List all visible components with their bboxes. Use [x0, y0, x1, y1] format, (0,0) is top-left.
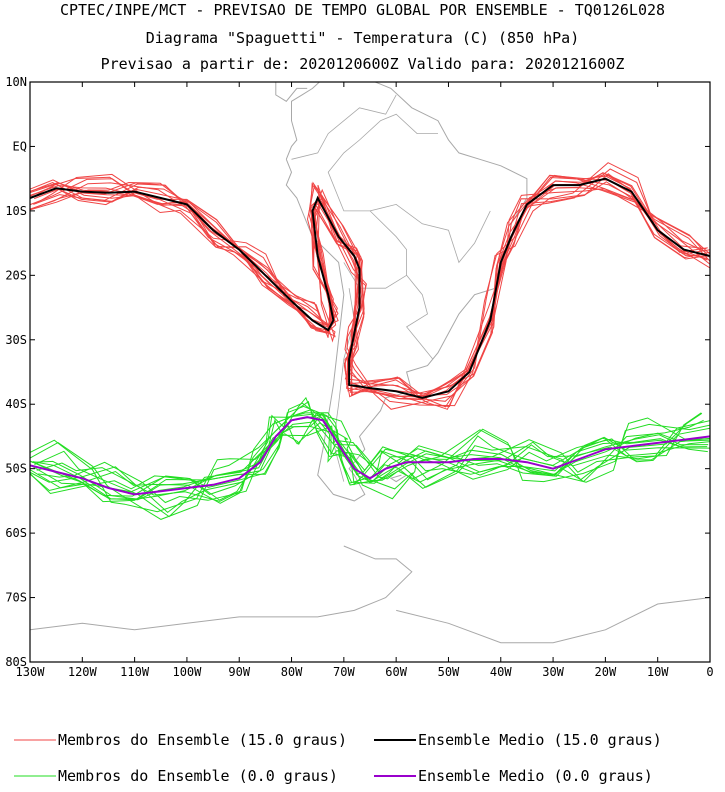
y-tick-label: 80S: [5, 655, 27, 669]
ensemble-member-line: [30, 175, 710, 397]
x-tick-label: 60W: [385, 665, 407, 679]
y-tick-label: EQ: [13, 139, 27, 153]
ensemble-member-line: [30, 412, 710, 513]
ensemble-member-line: [31, 416, 710, 500]
ensemble-member-line: [30, 402, 710, 495]
x-tick-label: 120W: [68, 665, 98, 679]
country-border: [291, 94, 397, 160]
legend-label: Membros do Ensemble (15.0 graus): [58, 731, 347, 749]
chart-title-line-1: CPTEC/INPE/MCT - PREVISAO DE TEMPO GLOBA…: [59, 1, 666, 19]
ensemble-member-line: [30, 174, 710, 396]
ensemble-member-line: [30, 172, 708, 401]
y-tick-label: 20S: [5, 268, 27, 282]
ensemble-member-line: [36, 412, 703, 514]
ensemble-member-line: [30, 181, 710, 410]
ensemble-member-line: [30, 396, 710, 501]
x-tick-label: 110W: [120, 665, 150, 679]
coastline-segment: [30, 545, 413, 631]
chart-title-line-2: Diagrama "Spaguetti" - Temperatura (C) (…: [145, 29, 580, 47]
ensemble-mean-line: [30, 416, 710, 496]
ensemble-member-line: [30, 175, 710, 396]
ensemble-member-line: [30, 174, 709, 398]
ensemble-member-line: [36, 162, 710, 410]
coastline-segment: [275, 82, 308, 102]
ensemble-mean-line: [30, 177, 710, 399]
y-tick-label: 30S: [5, 333, 27, 347]
x-tick-label: 0: [706, 665, 713, 679]
ensemble-member-line: [33, 413, 708, 500]
ensemble-member-line: [30, 181, 710, 408]
coastline-segment: [389, 474, 407, 483]
ensemble-member-line: [30, 420, 710, 520]
legend: Membros do Ensemble (15.0 graus) Ensemble…: [14, 731, 662, 785]
y-tick-label: 50S: [5, 462, 27, 476]
legend-label: Ensemble Medio (15.0 graus): [418, 731, 662, 749]
coastline-segment: [285, 82, 528, 502]
y-tick-label: 10N: [5, 75, 27, 89]
x-tick-label: 90W: [228, 665, 250, 679]
x-tick-label: 50W: [438, 665, 460, 679]
coastline-segment: [396, 597, 710, 644]
ensemble-mean-layer: [30, 177, 710, 496]
legend-label: Membros do Ensemble (0.0 graus): [58, 767, 338, 785]
ensemble-member-line: [30, 173, 710, 408]
x-axis: 130W 120W 110W 100W 90W 80W 70W 60W 50W 40W 30W 20W…: [16, 82, 714, 679]
y-tick-label: 70S: [5, 591, 27, 605]
x-tick-label: 70W: [333, 665, 355, 679]
x-tick-label: 10W: [647, 665, 669, 679]
x-tick-label: 40W: [490, 665, 512, 679]
y-tick-label: 40S: [5, 397, 27, 411]
y-tick-label: 60S: [5, 526, 27, 540]
ensemble-member-line: [30, 409, 710, 502]
country-border: [327, 113, 438, 289]
x-tick-label: 130W: [16, 665, 46, 679]
y-tick-label: 10S: [5, 204, 27, 218]
ensemble-member-line: [34, 174, 708, 398]
x-tick-label: 20W: [595, 665, 617, 679]
legend-label: Ensemble Medio (0.0 graus): [418, 767, 653, 785]
country-border: [406, 275, 434, 360]
x-tick-label: 30W: [542, 665, 564, 679]
y-axis: 10N EQ 10S 20S 30S 40S 50S 60S 70S 80S: [5, 75, 710, 669]
ensemble-member-line: [34, 418, 704, 518]
ensemble-member-line: [30, 172, 708, 400]
coastline-map: [30, 82, 710, 644]
plot-frame: [29, 81, 711, 663]
x-tick-label: 100W: [172, 665, 202, 679]
ensemble-member-line: [35, 168, 710, 407]
country-border: [369, 203, 491, 264]
ensemble-members-layer: [30, 162, 710, 520]
ensemble-member-line: [31, 182, 706, 402]
chart-title-line-3: Previsao a partir de: 2020120600Z Valido…: [100, 55, 625, 73]
x-tick-label: 80W: [281, 665, 303, 679]
